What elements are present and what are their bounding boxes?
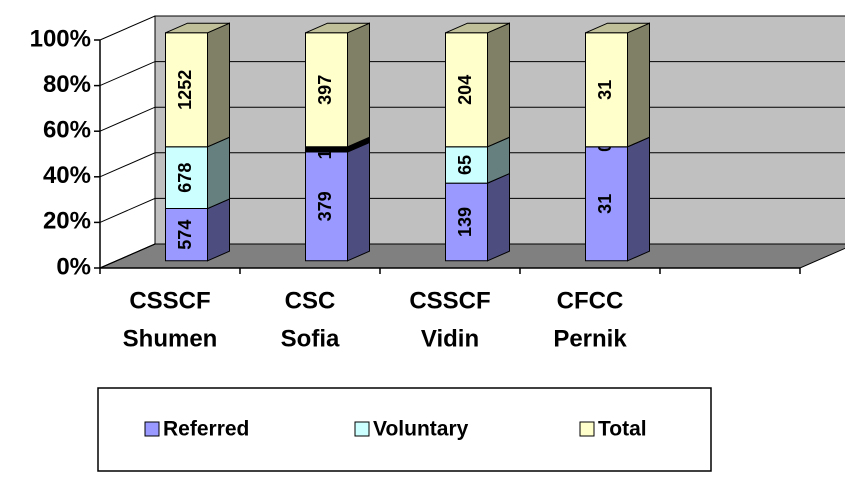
data-label: 574 xyxy=(175,220,195,250)
y-tick-label: 0% xyxy=(56,253,91,280)
bar-top xyxy=(165,22,230,34)
bar-side xyxy=(207,22,230,148)
data-label: 204 xyxy=(455,75,475,105)
legend-box xyxy=(97,387,712,472)
bar-top xyxy=(585,22,650,34)
bar-side xyxy=(487,22,510,148)
x-tick-label: Pernik xyxy=(553,325,627,352)
legend-label: Referred xyxy=(163,418,249,441)
legend-label: Voluntary xyxy=(373,418,469,441)
legend-swatch xyxy=(354,421,370,437)
bar-top xyxy=(305,22,370,34)
bar-side xyxy=(627,22,650,148)
x-tick-label: Vidin xyxy=(421,325,479,352)
bar-side xyxy=(207,136,230,210)
data-label: 397 xyxy=(315,75,335,105)
x-tick-label: CSSCF xyxy=(409,287,490,314)
legend-swatch xyxy=(579,421,595,437)
x-tick-label: CSC xyxy=(285,287,336,314)
bar-side xyxy=(347,22,370,148)
y-tick-label: 80% xyxy=(43,71,91,98)
y-tick-label: 20% xyxy=(43,208,91,235)
left-wall-edge xyxy=(99,16,156,269)
legend-swatch xyxy=(144,421,160,437)
data-label: 65 xyxy=(455,155,475,175)
x-tick-label: Sofia xyxy=(281,325,340,352)
grid-line xyxy=(99,15,845,41)
x-tick-label: CFCC xyxy=(557,287,624,314)
bar-side xyxy=(207,198,230,262)
data-label: 678 xyxy=(175,163,195,193)
grid-line xyxy=(99,197,845,223)
bar-side xyxy=(347,141,370,262)
y-tick-label: 60% xyxy=(43,117,91,144)
bar-side xyxy=(487,172,510,262)
x-tick-label: CSSCF xyxy=(129,287,210,314)
grid-line xyxy=(99,106,845,132)
grid-line xyxy=(99,61,845,87)
grid-line xyxy=(99,243,845,269)
y-tick-label: 100% xyxy=(30,25,91,52)
legend-label: Total xyxy=(598,418,647,441)
bar-side xyxy=(627,136,650,262)
data-label: 379 xyxy=(315,191,335,221)
x-tick-label: Shumen xyxy=(123,325,218,352)
bar-top xyxy=(445,22,510,34)
data-label: 31 xyxy=(595,194,615,214)
data-label: 31 xyxy=(595,80,615,100)
y-tick-label: 40% xyxy=(43,162,91,189)
data-label: 1252 xyxy=(175,70,195,110)
data-label: 139 xyxy=(455,207,475,237)
grid-line xyxy=(99,152,845,178)
